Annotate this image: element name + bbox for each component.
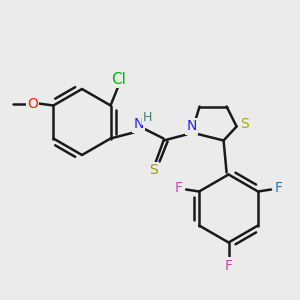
Text: Cl: Cl: [111, 72, 126, 87]
Text: F: F: [225, 259, 232, 272]
Text: N: N: [186, 119, 197, 134]
Text: O: O: [27, 97, 38, 110]
Text: H: H: [143, 111, 152, 124]
Text: N: N: [134, 118, 144, 131]
Text: S: S: [149, 164, 158, 178]
Text: F: F: [174, 181, 182, 194]
Text: F: F: [275, 181, 283, 194]
Text: S: S: [240, 118, 249, 131]
